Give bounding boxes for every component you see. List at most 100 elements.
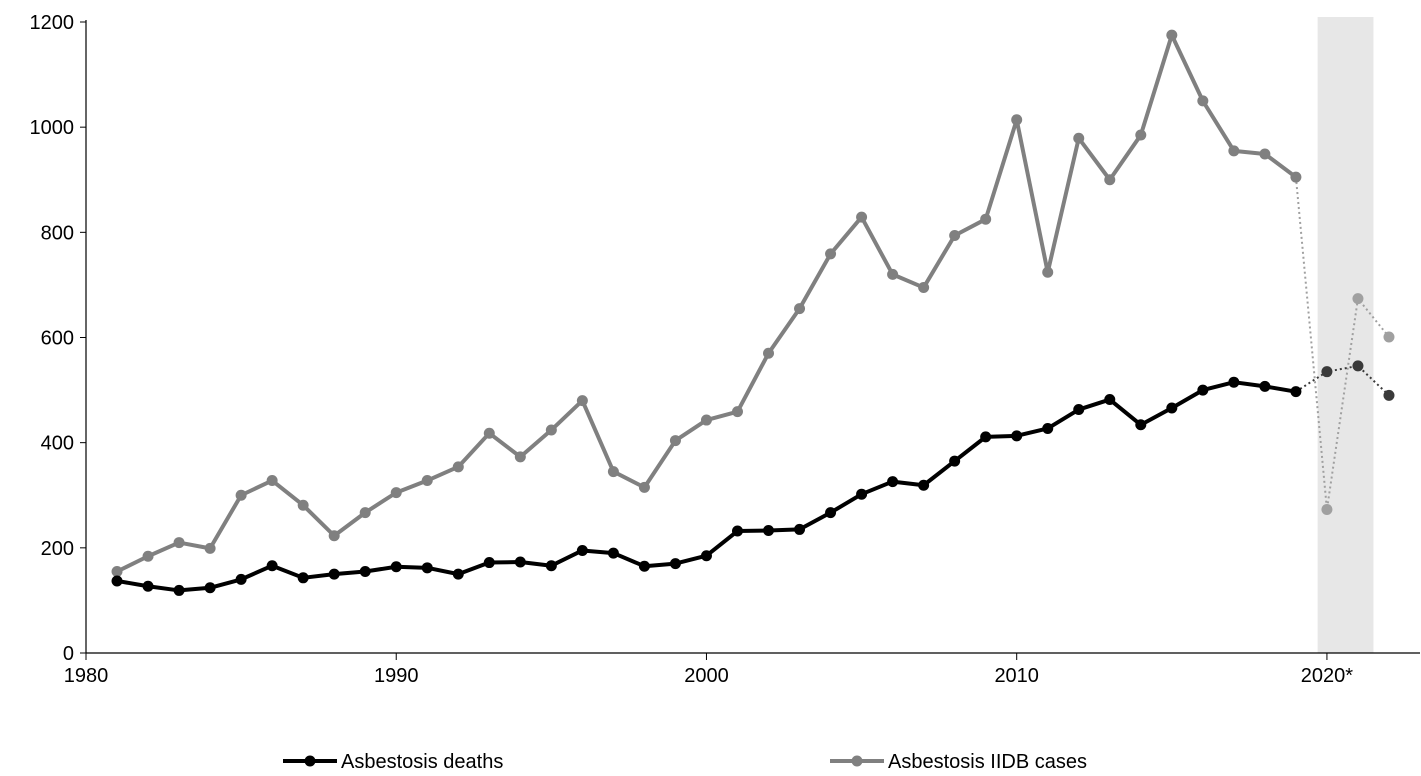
data-point <box>980 431 992 443</box>
data-point <box>328 530 340 542</box>
y-tick-label: 1000 <box>30 117 75 139</box>
data-point <box>483 557 495 569</box>
data-point <box>111 575 123 587</box>
data-point <box>1228 376 1240 388</box>
data-point <box>1166 29 1178 41</box>
data-point <box>700 550 712 562</box>
data-point <box>794 303 806 315</box>
data-point <box>1135 419 1147 431</box>
data-point <box>638 560 650 572</box>
data-point <box>1228 145 1240 157</box>
data-point <box>545 424 557 436</box>
data-point <box>297 572 309 584</box>
data-point <box>297 499 309 511</box>
data-point <box>1073 132 1085 144</box>
data-point <box>576 395 588 407</box>
data-point <box>390 561 402 573</box>
x-tick-label: 1990 <box>374 665 419 687</box>
y-tick-label: 1200 <box>30 12 75 34</box>
projected-data-point <box>1352 360 1364 372</box>
legend-marker <box>851 755 863 767</box>
data-point <box>980 213 992 225</box>
data-point <box>266 475 278 487</box>
data-point <box>763 524 775 536</box>
data-point <box>607 466 619 478</box>
legend-marker <box>304 755 316 767</box>
data-point <box>266 560 278 572</box>
projected-data-point <box>1321 503 1333 515</box>
data-point <box>1259 380 1271 392</box>
data-point <box>111 565 123 577</box>
data-point <box>1011 114 1023 126</box>
data-point <box>1042 422 1054 434</box>
y-tick-label: 400 <box>41 433 74 455</box>
data-point <box>235 489 247 501</box>
y-tick-label: 200 <box>41 538 74 560</box>
series-layer <box>111 29 1395 596</box>
y-tick-label: 0 <box>63 643 74 665</box>
data-point <box>918 479 930 491</box>
data-point <box>576 544 588 556</box>
data-point <box>887 476 899 488</box>
data-point <box>1197 384 1209 396</box>
data-point <box>825 248 837 260</box>
data-point <box>1073 404 1085 416</box>
data-point <box>514 556 526 568</box>
shaded-period-layer <box>1317 17 1374 653</box>
y-tick-label: 600 <box>41 328 74 350</box>
data-point <box>763 347 775 359</box>
data-point <box>204 582 216 594</box>
data-point <box>1135 129 1147 141</box>
data-point <box>1290 171 1302 183</box>
data-point <box>328 568 340 580</box>
series-line <box>116 33 1298 574</box>
data-point <box>452 461 464 473</box>
projected-data-point <box>1321 366 1333 378</box>
legend-item: Asbestosis deaths <box>283 751 503 773</box>
data-point <box>856 488 868 500</box>
x-tick-label: 2000 <box>684 665 729 687</box>
data-point <box>1042 266 1054 278</box>
x-tick-label: 1980 <box>64 665 109 687</box>
data-point <box>669 558 681 570</box>
data-point <box>204 542 216 554</box>
data-point <box>1290 386 1302 398</box>
data-point <box>142 550 154 562</box>
projected-data-point <box>1352 293 1364 305</box>
series-projected-line <box>1294 177 1390 510</box>
x-tick-label: 2010 <box>994 665 1039 687</box>
data-point <box>731 525 743 537</box>
data-point <box>1104 174 1116 186</box>
data-point <box>949 455 961 467</box>
x-tick-label: 2020* <box>1301 665 1353 687</box>
data-point <box>700 414 712 426</box>
legend-item: Asbestosis IIDB cases <box>830 751 1087 773</box>
data-point <box>794 523 806 535</box>
data-point <box>731 406 743 418</box>
data-point <box>825 507 837 519</box>
y-tick-label: 800 <box>41 222 74 244</box>
data-point <box>638 481 650 493</box>
data-point <box>949 229 961 241</box>
data-point <box>452 568 464 580</box>
data-point <box>142 580 154 592</box>
shaded-period <box>1317 17 1374 653</box>
data-point <box>390 487 402 499</box>
legend-label: Asbestosis IIDB cases <box>888 751 1087 771</box>
data-point <box>669 435 681 447</box>
data-point <box>918 282 930 294</box>
series-asbestosis-deaths <box>111 360 1395 596</box>
axes-layer: 0 200 400 600 800 1000 1200 1980 1990 2000 2010 202… <box>30 12 1420 687</box>
data-point <box>887 268 899 280</box>
data-point <box>173 537 185 549</box>
data-point <box>1197 95 1209 107</box>
data-point <box>1259 148 1271 160</box>
data-point <box>1166 402 1178 414</box>
data-point <box>856 211 868 223</box>
legend-label: Asbestosis deaths <box>341 751 503 771</box>
data-point <box>421 475 433 487</box>
data-point <box>483 427 495 439</box>
data-point <box>1011 430 1023 442</box>
data-point <box>1104 394 1116 406</box>
